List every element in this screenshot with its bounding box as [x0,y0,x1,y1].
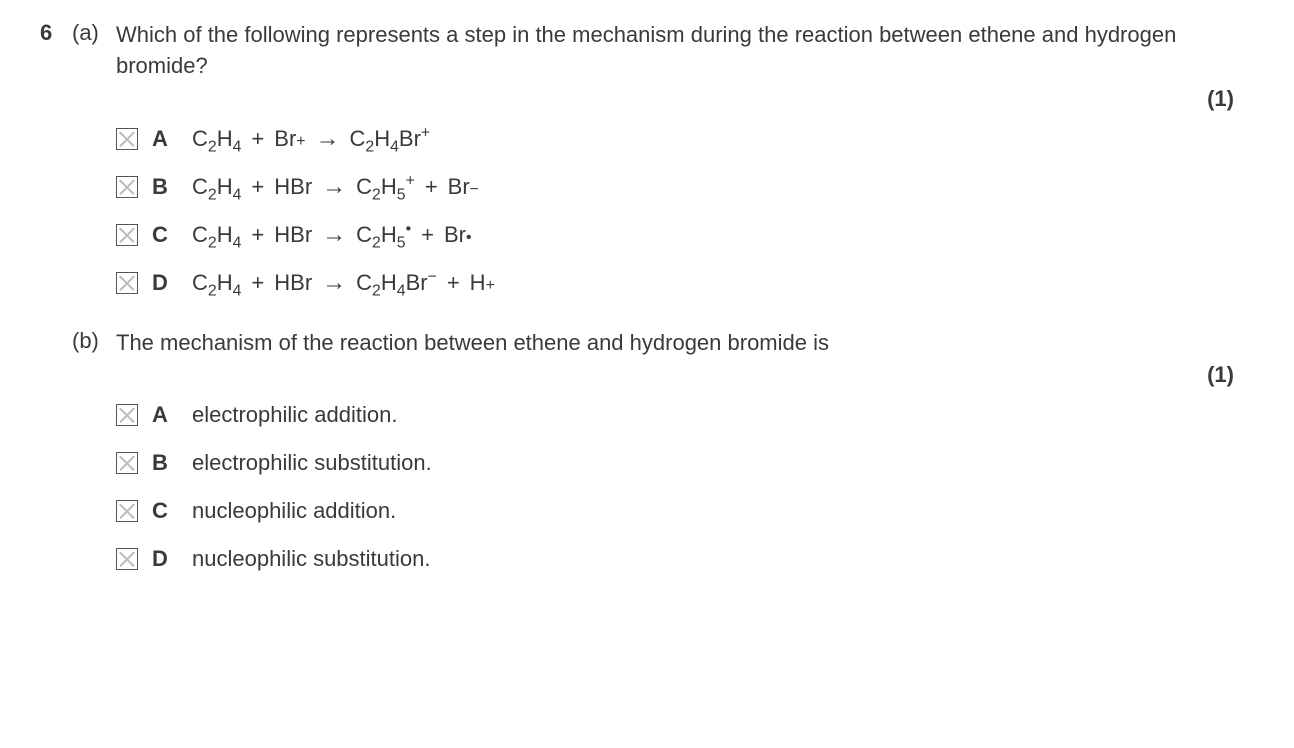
option-row: CC2H4+HBr→C2H5•+Br• [116,218,1254,252]
option-text: nucleophilic addition. [192,498,396,524]
part-b-stem: The mechanism of the reaction between et… [116,328,1254,359]
option-checkbox[interactable] [116,272,138,294]
option-row: DC2H4+HBr→C2H4Br−+H+ [116,266,1254,300]
option-checkbox[interactable] [116,452,138,474]
option-equation: C2H4+HBr→C2H5•+Br• [192,221,472,249]
option-text: electrophilic substitution. [192,450,432,476]
option-row: Aelectrophilic addition. [116,398,1254,432]
part-a-stem: Which of the following represents a step… [116,20,1254,82]
question-6a-stem-row: 6 (a) Which of the following represents … [40,20,1254,82]
option-letter: B [152,450,192,476]
option-row: Belectrophilic substitution. [116,446,1254,480]
part-b-label: (b) [72,328,116,354]
option-checkbox[interactable] [116,128,138,150]
option-letter: A [152,126,192,152]
option-checkbox[interactable] [116,548,138,570]
option-checkbox[interactable] [116,224,138,246]
question-number: 6 [40,20,72,46]
option-row: BC2H4+HBr→C2H5++Br− [116,170,1254,204]
option-checkbox[interactable] [116,404,138,426]
option-letter: C [152,222,192,248]
option-text: nucleophilic substitution. [192,546,430,572]
option-row: Dnucleophilic substitution. [116,542,1254,576]
question-6b-stem-row: (b) The mechanism of the reaction betwee… [72,328,1254,359]
option-letter: D [152,546,192,572]
option-checkbox[interactable] [116,500,138,522]
part-a-marks: (1) [40,86,1254,112]
option-equation: C2H4+HBr→C2H5++Br− [192,173,479,201]
option-checkbox[interactable] [116,176,138,198]
part-b-options: Aelectrophilic addition.Belectrophilic s… [116,398,1254,576]
option-equation: C2H4+Br+→C2H4Br+ [192,125,430,153]
option-row: AC2H4+Br+→C2H4Br+ [116,122,1254,156]
part-a-options: AC2H4+Br+→C2H4Br+BC2H4+HBr→C2H5++Br−CC2H… [116,122,1254,300]
part-a-label: (a) [72,20,116,46]
option-letter: C [152,498,192,524]
part-b-marks: (1) [40,362,1254,388]
option-equation: C2H4+HBr→C2H4Br−+H+ [192,269,495,297]
option-letter: D [152,270,192,296]
option-letter: A [152,402,192,428]
option-text: electrophilic addition. [192,402,397,428]
option-row: Cnucleophilic addition. [116,494,1254,528]
option-letter: B [152,174,192,200]
